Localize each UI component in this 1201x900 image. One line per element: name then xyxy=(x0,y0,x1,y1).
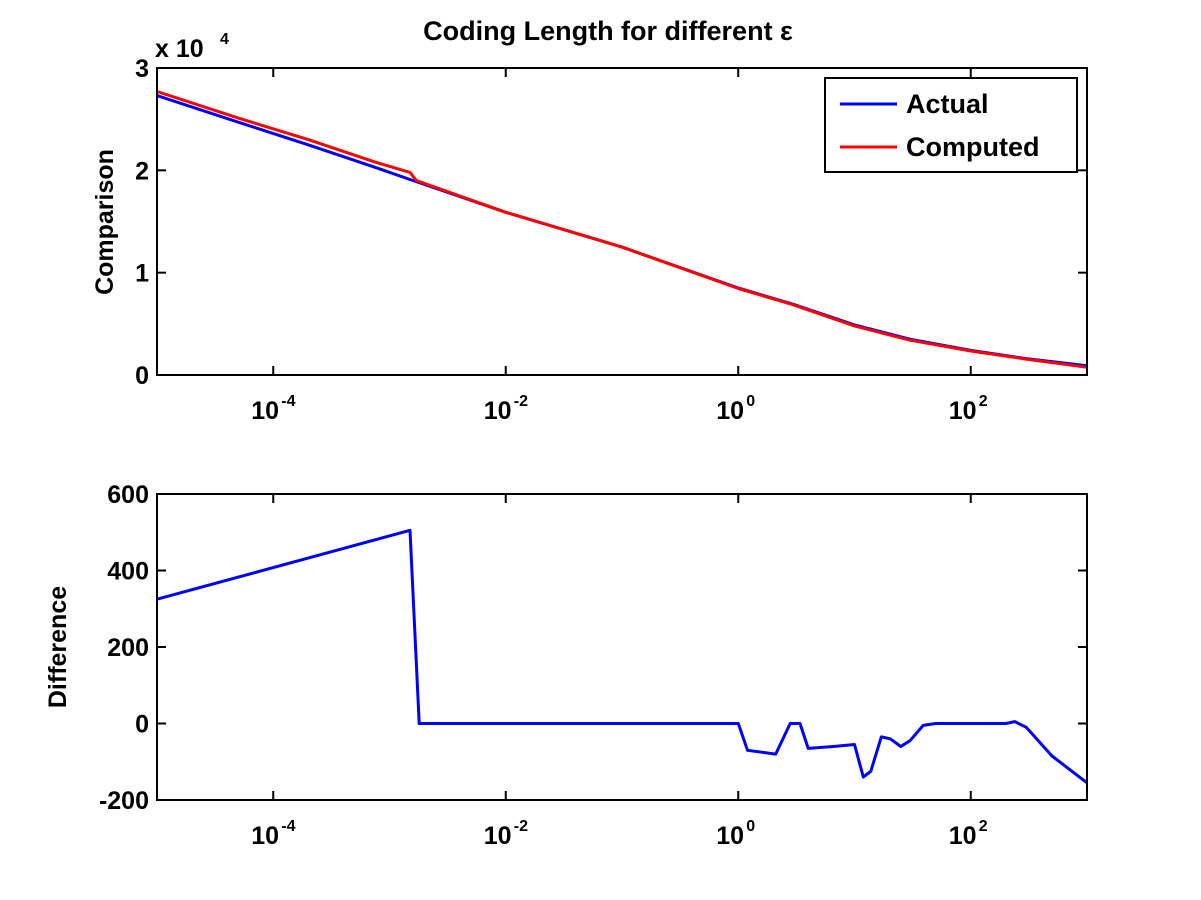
difference-series-line-bottom xyxy=(156,528,1088,784)
x-tick-label-top-1: 10 xyxy=(484,397,512,425)
x-tick-label-top-3: 10 xyxy=(949,397,977,425)
x-tick-exponent-bottom-1: -2 xyxy=(514,818,528,835)
x-tick-exponent-top-1: -2 xyxy=(514,393,528,410)
axes-box-top xyxy=(156,67,1088,376)
y-tick-label-top-0: 0 xyxy=(135,362,149,390)
y-tick-label-bottom-0: -200 xyxy=(99,787,149,815)
y-tick-label-top-1: 1 xyxy=(135,260,149,288)
x-tick-label-bottom-3: 10 xyxy=(949,822,977,850)
ticks-group-bottom xyxy=(157,493,1087,801)
series-group-top xyxy=(156,90,1088,369)
x-tick-exponent-bottom-2: 0 xyxy=(746,818,755,835)
x-tick-exponent-top-2: 0 xyxy=(746,393,755,410)
computed-series-line-top xyxy=(156,90,1088,369)
legend-box xyxy=(824,77,1078,173)
legend: Actual Computed xyxy=(824,77,1078,173)
y-axis-label-top: Comparison xyxy=(91,149,119,295)
x-tick-label-top-2: 10 xyxy=(716,397,744,425)
ticks-group-top xyxy=(157,67,1087,376)
y-tick-label-bottom-1: 0 xyxy=(135,711,149,739)
legend-label-actual: Actual xyxy=(906,89,989,119)
legend-label-computed: Computed xyxy=(906,132,1039,162)
y-axis-label-bottom: Difference xyxy=(44,586,72,708)
x-tick-exponent-top-0: -4 xyxy=(281,393,295,410)
x-tick-exponent-top-3: 2 xyxy=(979,393,988,410)
y-tick-label-bottom-4: 600 xyxy=(107,481,149,509)
chart-title: Coding Length for different ε xyxy=(423,16,793,46)
y-tick-label-bottom-2: 200 xyxy=(107,634,149,662)
x-tick-label-bottom-2: 10 xyxy=(716,822,744,850)
x-tick-label-top-0: 10 xyxy=(251,397,279,425)
y-tick-label-bottom-3: 400 xyxy=(107,558,149,586)
series-group-bottom xyxy=(156,528,1088,784)
x-tick-exponent-bottom-3: 2 xyxy=(979,818,988,835)
y-multiplier-label: x 10 xyxy=(155,35,204,63)
x-tick-label-bottom-1: 10 xyxy=(484,822,512,850)
x-tick-label-bottom-0: 10 xyxy=(251,822,279,850)
y-multiplier-exponent: 4 xyxy=(220,31,229,48)
y-tick-label-top-3: 3 xyxy=(135,55,149,83)
x-tick-exponent-bottom-0: -4 xyxy=(281,818,295,835)
y-tick-label-top-2: 2 xyxy=(135,157,149,185)
